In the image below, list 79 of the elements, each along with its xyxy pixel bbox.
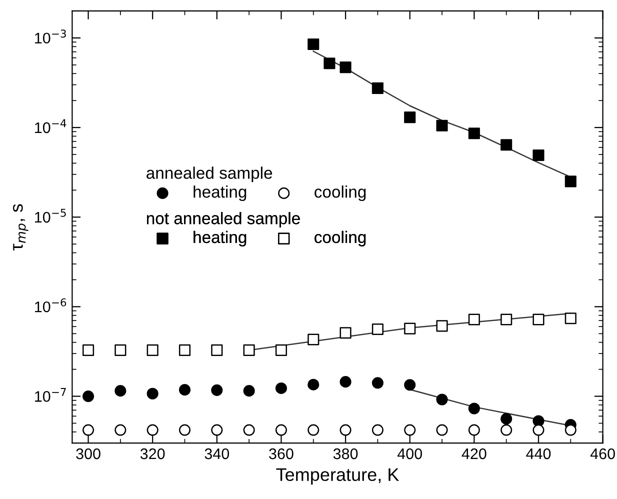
y-axis-title: τ$_{mp}$, s bbox=[12, 204, 28, 250]
point bbox=[275, 382, 287, 394]
point bbox=[114, 424, 126, 436]
point bbox=[178, 384, 191, 396]
point bbox=[532, 150, 544, 162]
point bbox=[372, 323, 384, 336]
point bbox=[178, 344, 191, 356]
point bbox=[82, 390, 94, 402]
point bbox=[500, 413, 512, 425]
legend-label: heating bbox=[194, 186, 246, 202]
point bbox=[308, 378, 320, 390]
x-tick-label: 380 bbox=[333, 448, 358, 460]
point bbox=[532, 314, 544, 326]
point bbox=[564, 424, 576, 436]
legend-label: heating bbox=[194, 230, 246, 246]
point bbox=[404, 322, 416, 334]
point bbox=[468, 128, 480, 140]
point bbox=[308, 38, 320, 50]
y-tick-label: 10$^{−3}$ bbox=[35, 30, 66, 44]
x-tick-label: 420 bbox=[462, 448, 486, 460]
point bbox=[243, 344, 255, 356]
point bbox=[211, 344, 223, 356]
point bbox=[324, 58, 336, 70]
point bbox=[82, 424, 94, 436]
y-tick-label: 10$^{−4}$ bbox=[35, 119, 66, 134]
x-tick-label: 440 bbox=[526, 448, 551, 460]
point bbox=[532, 415, 544, 427]
x-tick-label: 320 bbox=[140, 448, 165, 460]
point bbox=[500, 139, 512, 151]
point bbox=[404, 424, 416, 436]
point bbox=[243, 424, 255, 436]
point bbox=[372, 424, 384, 436]
point bbox=[340, 424, 352, 436]
point bbox=[436, 424, 448, 436]
point bbox=[564, 176, 576, 188]
point bbox=[340, 62, 352, 74]
point bbox=[82, 344, 94, 356]
y-tick-label: 10$^{−6}$ bbox=[35, 298, 66, 312]
point bbox=[436, 320, 448, 332]
point bbox=[404, 112, 416, 124]
y-tick-label: 10$^{−7}$ bbox=[35, 388, 66, 402]
point bbox=[564, 312, 576, 324]
point bbox=[146, 424, 158, 436]
y-tick-label: 10$^{−5}$ bbox=[35, 208, 66, 223]
point bbox=[372, 377, 384, 389]
x-tick-label: 300 bbox=[76, 448, 100, 460]
point bbox=[114, 385, 126, 397]
point bbox=[436, 394, 448, 406]
point bbox=[372, 82, 384, 94]
point bbox=[532, 424, 544, 436]
point bbox=[340, 376, 352, 388]
point bbox=[146, 344, 158, 356]
x-tick-label: 460 bbox=[590, 448, 615, 460]
x-tick-label: 360 bbox=[269, 448, 294, 460]
point bbox=[114, 344, 126, 356]
x-tick-label: 400 bbox=[397, 448, 422, 460]
point bbox=[468, 402, 480, 414]
point bbox=[146, 388, 158, 400]
legend-label: cooling bbox=[314, 186, 366, 202]
point bbox=[178, 424, 191, 436]
point bbox=[308, 424, 320, 436]
point bbox=[340, 327, 352, 339]
point bbox=[404, 379, 416, 391]
point bbox=[500, 424, 512, 436]
point bbox=[275, 424, 287, 436]
point bbox=[436, 120, 448, 132]
point bbox=[275, 344, 287, 356]
point bbox=[468, 314, 480, 326]
point bbox=[500, 314, 512, 326]
point bbox=[243, 385, 255, 397]
annotation: annealed sample bbox=[146, 166, 272, 182]
annotation: not annealed sample bbox=[146, 212, 300, 228]
legend-label: cooling bbox=[314, 230, 366, 246]
point bbox=[308, 334, 320, 346]
x-tick-label: 340 bbox=[204, 448, 230, 460]
point bbox=[211, 384, 223, 396]
point bbox=[468, 424, 480, 436]
x-axis-title: Temperature, K bbox=[276, 468, 400, 485]
point bbox=[211, 424, 223, 436]
